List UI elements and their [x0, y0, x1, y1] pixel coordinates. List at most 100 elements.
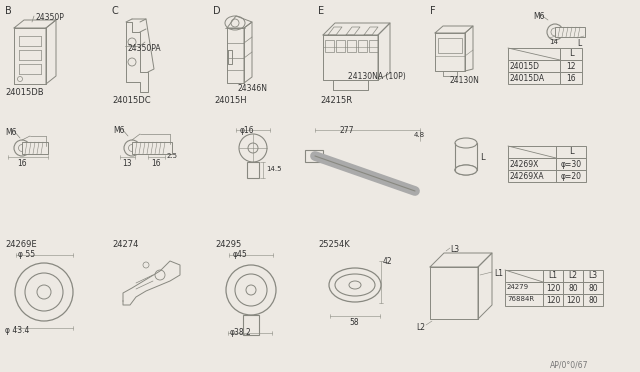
- Text: φ45: φ45: [233, 250, 248, 259]
- Bar: [583, 282, 603, 294]
- Text: E: E: [318, 6, 324, 16]
- Bar: [508, 48, 560, 60]
- Text: L2: L2: [416, 323, 425, 332]
- Bar: [508, 60, 560, 72]
- Text: L1: L1: [548, 271, 557, 280]
- Text: 24015D: 24015D: [510, 62, 540, 71]
- Bar: [438, 38, 462, 53]
- Text: L: L: [569, 49, 573, 58]
- Text: L: L: [577, 39, 581, 48]
- Bar: [132, 142, 172, 154]
- Text: φ38.2: φ38.2: [230, 328, 252, 337]
- Ellipse shape: [455, 165, 477, 175]
- Text: 76884R: 76884R: [507, 296, 534, 302]
- Text: 2.5: 2.5: [167, 153, 178, 159]
- Text: 80: 80: [568, 284, 578, 293]
- Bar: [560, 48, 582, 60]
- Bar: [347, 40, 356, 52]
- Bar: [325, 40, 334, 52]
- Text: 24269E: 24269E: [5, 240, 36, 249]
- Text: 120: 120: [546, 296, 560, 305]
- Text: 277: 277: [340, 126, 355, 135]
- Bar: [508, 158, 556, 170]
- Text: M6: M6: [113, 126, 125, 135]
- Bar: [556, 146, 586, 158]
- Text: C: C: [112, 6, 119, 16]
- Bar: [560, 60, 582, 72]
- Text: 14: 14: [549, 39, 558, 45]
- Text: 25254K: 25254K: [318, 240, 349, 249]
- Bar: [563, 294, 583, 306]
- Bar: [556, 170, 586, 182]
- Bar: [543, 294, 563, 306]
- Text: 24350P: 24350P: [35, 13, 64, 22]
- Bar: [563, 282, 583, 294]
- Bar: [583, 294, 603, 306]
- Bar: [508, 170, 556, 182]
- Text: 24350PA: 24350PA: [127, 44, 161, 53]
- Text: M6: M6: [5, 128, 17, 137]
- Text: 24015DA: 24015DA: [510, 74, 545, 83]
- Text: 24015DB: 24015DB: [5, 88, 44, 97]
- Text: φ16: φ16: [240, 126, 255, 135]
- Text: φ=20: φ=20: [561, 172, 582, 181]
- Bar: [543, 282, 563, 294]
- Text: 24215R: 24215R: [320, 96, 352, 105]
- Bar: [247, 162, 259, 178]
- Bar: [560, 72, 582, 84]
- Text: M6: M6: [533, 12, 545, 21]
- Text: F: F: [430, 6, 436, 16]
- Text: 14.5: 14.5: [266, 166, 282, 172]
- Text: 24295: 24295: [215, 240, 241, 249]
- Text: 24269XA: 24269XA: [510, 172, 545, 181]
- Bar: [505, 282, 543, 294]
- Bar: [243, 315, 259, 335]
- Bar: [543, 270, 563, 282]
- Bar: [336, 40, 345, 52]
- Text: φ=30: φ=30: [561, 160, 582, 169]
- Text: φ 43.4: φ 43.4: [5, 326, 29, 335]
- Text: D: D: [213, 6, 221, 16]
- Text: 120: 120: [566, 296, 580, 305]
- Text: 24015H: 24015H: [214, 96, 246, 105]
- Text: 24130N: 24130N: [450, 76, 480, 85]
- Bar: [505, 294, 543, 306]
- Bar: [556, 158, 586, 170]
- Bar: [358, 40, 367, 52]
- Text: 58: 58: [349, 318, 358, 327]
- Bar: [555, 27, 585, 37]
- Text: φ 55: φ 55: [18, 250, 35, 259]
- Text: AP/0°0/67: AP/0°0/67: [550, 360, 589, 369]
- Text: B: B: [5, 6, 12, 16]
- Bar: [563, 270, 583, 282]
- Text: 120: 120: [546, 284, 560, 293]
- Bar: [508, 146, 556, 158]
- Text: 24130NA (10P): 24130NA (10P): [348, 72, 406, 81]
- Text: 80: 80: [588, 296, 598, 305]
- Bar: [583, 270, 603, 282]
- Text: L3: L3: [450, 245, 459, 254]
- Bar: [369, 40, 378, 52]
- Text: 13: 13: [122, 159, 132, 168]
- Text: 80: 80: [588, 284, 598, 293]
- Text: 16: 16: [151, 159, 161, 168]
- Text: 24274: 24274: [112, 240, 138, 249]
- Bar: [22, 142, 48, 154]
- Text: 16: 16: [17, 159, 27, 168]
- Text: L: L: [480, 153, 484, 162]
- Text: L: L: [569, 147, 573, 156]
- Text: 12: 12: [566, 62, 576, 71]
- Text: L1: L1: [494, 269, 503, 278]
- Text: 24269X: 24269X: [510, 160, 540, 169]
- Text: L3: L3: [588, 271, 598, 280]
- Text: 16: 16: [566, 74, 576, 83]
- Text: 24346N: 24346N: [237, 84, 267, 93]
- Bar: [305, 150, 323, 162]
- Text: 24279: 24279: [507, 284, 529, 290]
- Text: L2: L2: [568, 271, 577, 280]
- Bar: [508, 72, 560, 84]
- Text: 4.8: 4.8: [414, 132, 425, 138]
- Text: 42: 42: [383, 257, 392, 266]
- Text: 24015DC: 24015DC: [112, 96, 150, 105]
- Bar: [505, 270, 543, 282]
